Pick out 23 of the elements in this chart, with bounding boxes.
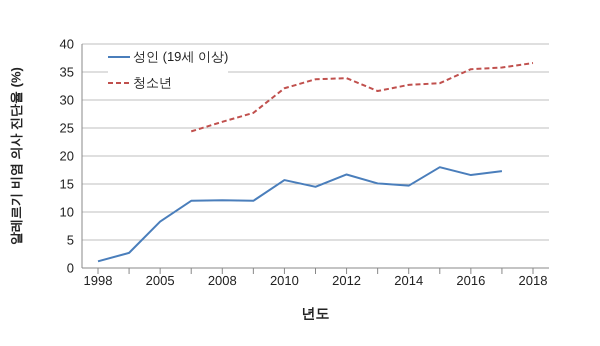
x-tick-label: 2014	[394, 273, 424, 288]
x-tick-label: 2010	[270, 273, 299, 288]
x-tick-label: 2016	[456, 273, 486, 288]
x-axis-title: 년도	[302, 305, 330, 321]
y-axis-title: 알레르기 비염 의사 진단율 (%)	[8, 67, 24, 245]
y-tick-label: 35	[60, 64, 74, 80]
line-series	[97, 166, 503, 262]
legend-label: 성인 (19세 이상)	[133, 48, 228, 66]
x-tick-label: 2008	[208, 273, 237, 288]
y-tick-label: 10	[60, 204, 74, 220]
x-tick-label: 1998	[84, 273, 112, 288]
x-tick-label: 2005	[146, 273, 175, 288]
x-tick-label: 2018	[518, 273, 548, 288]
y-tick-label: 30	[60, 92, 74, 108]
y-tick-label: 15	[60, 176, 74, 192]
line-series	[190, 62, 534, 132]
y-tick-label: 5	[66, 232, 74, 248]
x-tick-label: 2012	[332, 273, 362, 288]
y-tick-label: 20	[60, 148, 74, 164]
y-tick-label: 25	[60, 120, 74, 136]
y-tick-label: 40	[60, 36, 74, 52]
legend-label: 청소년	[133, 74, 172, 92]
y-tick-label: 0	[66, 260, 74, 276]
